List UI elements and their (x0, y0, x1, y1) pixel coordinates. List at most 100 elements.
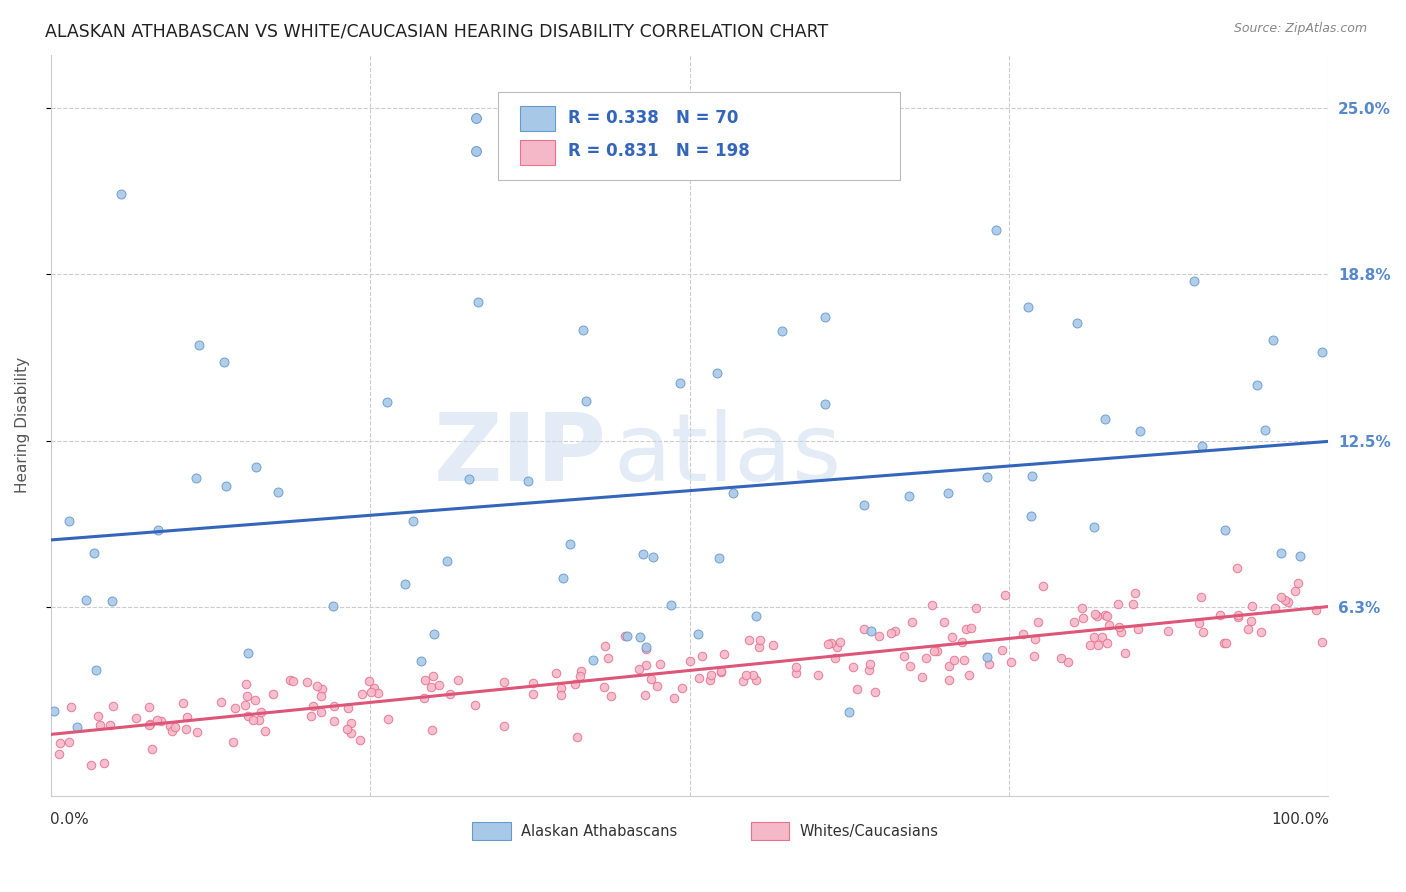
Point (1284, 583, 1306, 598)
Point (323, 699, 346, 714)
Point (349, 733, 371, 747)
Point (311, 705, 333, 719)
Point (748, 640, 770, 655)
Point (250, 705, 273, 719)
Point (807, 667, 830, 681)
Point (762, 638, 785, 652)
Point (215, 479, 238, 493)
Point (634, 688, 657, 702)
Point (721, 486, 744, 500)
Point (938, 673, 960, 687)
Point (1209, 607, 1232, 622)
Point (302, 699, 325, 714)
Point (1213, 636, 1236, 650)
Point (337, 701, 360, 715)
Point (1024, 632, 1046, 646)
Point (162, 724, 184, 739)
Point (659, 598, 682, 612)
Point (1094, 608, 1116, 623)
Point (991, 643, 1014, 657)
Point (427, 678, 450, 692)
Point (1078, 638, 1101, 652)
Point (1066, 316, 1088, 330)
Point (785, 665, 807, 680)
Point (901, 615, 924, 629)
Point (733, 673, 755, 688)
Point (1114, 646, 1136, 660)
Point (1083, 630, 1105, 644)
Point (299, 708, 322, 723)
Point (209, 695, 232, 709)
Point (176, 710, 198, 724)
Point (976, 649, 998, 664)
Point (422, 669, 444, 683)
Point (785, 660, 807, 674)
Point (172, 696, 194, 710)
Point (83, 546, 105, 560)
Point (467, 295, 489, 310)
Point (138, 718, 160, 732)
Point (640, 673, 662, 687)
Y-axis label: Hearing Disability: Hearing Disability (15, 358, 30, 493)
Point (375, 395, 398, 409)
Point (80, 757, 103, 772)
Point (745, 609, 768, 624)
Point (706, 367, 728, 381)
Point (859, 624, 882, 638)
Point (897, 489, 920, 503)
Point (48, 735, 70, 749)
Point (110, 187, 132, 202)
Point (1123, 586, 1146, 600)
Point (42, 704, 65, 718)
Point (1270, 547, 1292, 561)
Point (148, 523, 170, 537)
Point (1049, 650, 1071, 665)
Point (1240, 599, 1263, 613)
Point (647, 679, 669, 693)
Point (283, 673, 305, 688)
Point (1021, 469, 1043, 483)
Point (336, 722, 359, 736)
Point (1087, 638, 1109, 652)
Point (1032, 579, 1054, 593)
Point (420, 680, 443, 694)
Point (745, 673, 768, 687)
Point (686, 626, 709, 640)
Point (66, 720, 89, 734)
Point (1063, 615, 1085, 630)
Point (1263, 333, 1285, 347)
Point (146, 713, 169, 727)
Point (564, 677, 586, 691)
Point (814, 397, 837, 411)
Point (921, 598, 943, 612)
Point (367, 686, 389, 700)
Point (628, 630, 651, 644)
Point (1071, 611, 1094, 625)
Point (1254, 423, 1277, 437)
Point (58, 514, 80, 528)
Point (413, 691, 436, 706)
Point (568, 669, 591, 683)
Point (103, 699, 125, 714)
Point (1085, 609, 1108, 624)
Point (266, 485, 288, 500)
Point (830, 634, 852, 648)
Point (1091, 630, 1114, 644)
Point (853, 622, 876, 636)
Point (359, 673, 381, 688)
Point (1274, 593, 1296, 607)
Point (86, 709, 108, 723)
Point (898, 658, 921, 673)
Text: R = 0.831   N = 198: R = 0.831 N = 198 (568, 143, 749, 161)
Point (960, 621, 983, 635)
Point (1250, 625, 1272, 640)
Point (423, 626, 446, 640)
Point (174, 722, 197, 736)
Point (394, 577, 416, 591)
Point (679, 654, 702, 668)
Point (927, 644, 949, 658)
Point (868, 629, 890, 643)
Point (93, 756, 115, 770)
Point (884, 624, 907, 638)
Point (544, 666, 567, 681)
